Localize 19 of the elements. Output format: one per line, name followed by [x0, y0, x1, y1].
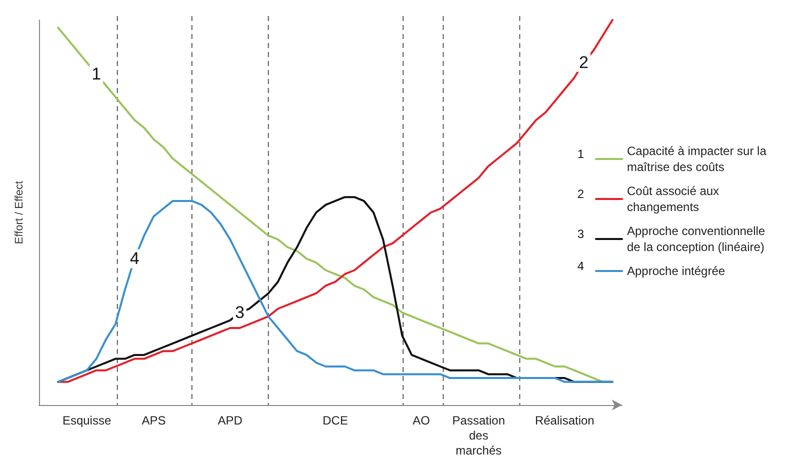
text: 1	[92, 64, 102, 84]
legend-label: Approche intégrée	[627, 264, 726, 278]
text: 3	[234, 303, 244, 322]
x-tick-label: Esquisse	[62, 414, 112, 428]
x-tick-label: Réalisation	[534, 414, 594, 428]
x-tick-label: APS	[142, 414, 166, 428]
legend-label: Coût associé aux changements	[627, 184, 720, 214]
y-axis-title: Effort / Effect	[14, 180, 26, 244]
annotation: 1	[577, 147, 584, 161]
x-tick-label: AO	[412, 414, 430, 428]
annotation: 3	[577, 227, 584, 241]
annotation: 2	[577, 187, 584, 201]
text: 4	[130, 249, 140, 268]
x-tick-label: DCE	[322, 414, 348, 428]
legend-label: Approche conventionnelle de la conception (linéaire)	[627, 224, 766, 254]
x-tick-label: APD	[218, 414, 243, 428]
annotation: 4	[577, 259, 584, 273]
x-tick-label: Passation des marchés	[452, 414, 505, 458]
legend-label: Capacité à impacter sur la maîtrise des coûts	[627, 144, 767, 174]
